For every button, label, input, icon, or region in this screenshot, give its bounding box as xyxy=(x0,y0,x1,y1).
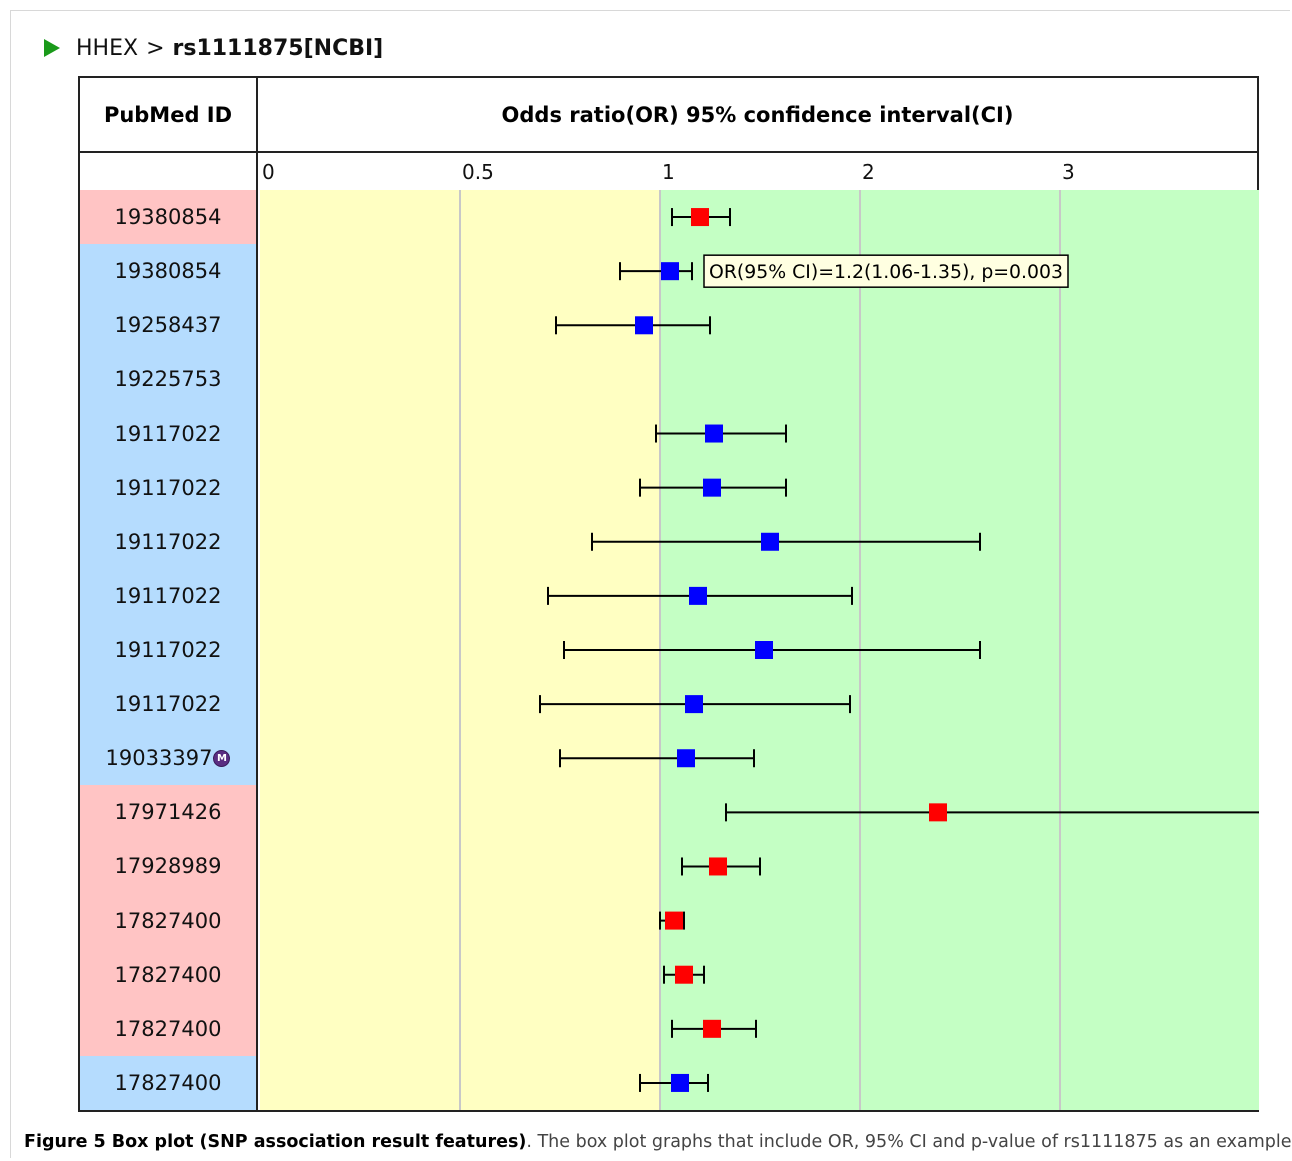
pubmed-id-cell[interactable]: 19225753 xyxy=(80,352,256,407)
or-marker xyxy=(671,1073,689,1092)
x-tick-label: 0.5 xyxy=(462,160,494,184)
pubmed-id-cell[interactable]: 19258437 xyxy=(80,298,256,353)
pubmed-id-link[interactable]: 17971426 xyxy=(114,800,222,825)
pubmed-id-link[interactable]: 19117022 xyxy=(114,583,222,608)
caption-text: . The box plot graphs that include OR, 9… xyxy=(526,1132,1292,1152)
pubmed-id-cell[interactable]: 17971426 xyxy=(80,785,256,840)
or-marker xyxy=(929,803,947,822)
pubmed-id-cell[interactable]: 17928989 xyxy=(80,839,256,894)
pubmed-id-cell[interactable]: 19117022 xyxy=(80,406,256,461)
pubmed-id-cell[interactable]: 19117022 xyxy=(80,460,256,515)
pubmed-id-link[interactable]: 19225753 xyxy=(114,367,222,392)
pubmed-id-link[interactable]: 17827400 xyxy=(114,962,222,987)
forest-plot: 0 0.5 1 2 3 OR(95% CI)=1.2(1.06-1.35), p=0.00… xyxy=(260,160,1259,1110)
breadcrumb-snp-link[interactable]: rs1111875[NCBI] xyxy=(172,35,384,61)
caption-title: Figure 5 Box plot (SNP association resul… xyxy=(24,1132,527,1152)
pubmed-id-cell[interactable]: 19117022 xyxy=(80,568,256,623)
pubmed-id-cell[interactable]: 17827400 xyxy=(80,1001,256,1056)
or-marker xyxy=(689,586,707,605)
or-marker xyxy=(703,478,721,497)
breadcrumb: HHEX > rs1111875[NCBI] xyxy=(44,32,383,64)
or-marker xyxy=(635,316,653,335)
or-marker xyxy=(665,911,683,930)
x-tick-label: 1 xyxy=(662,160,675,184)
x-tick-label: 3 xyxy=(1062,160,1075,184)
pubmed-id-cell[interactable]: 19380854 xyxy=(80,190,256,245)
expand-triangle-icon[interactable] xyxy=(44,39,60,57)
pubmed-id-column: 19380854 19380854 19258437 19225753 19117022… xyxy=(80,153,258,1110)
breadcrumb-separator: > xyxy=(146,35,165,61)
pubmed-id-link[interactable]: 17827400 xyxy=(114,1016,222,1041)
pubmed-id-link[interactable]: 19117022 xyxy=(114,637,222,662)
pubmed-id-link[interactable]: 19117022 xyxy=(114,692,222,717)
x-tick-label: 0 xyxy=(262,160,275,184)
x-tick-label: 2 xyxy=(862,160,875,184)
pubmed-id-cell[interactable]: 19033397 M xyxy=(80,731,256,786)
pubmed-id-cell[interactable]: 19117022 xyxy=(80,677,256,732)
pubmed-id-link[interactable]: 19380854 xyxy=(114,259,222,284)
pubmed-id-header: PubMed ID xyxy=(80,78,258,153)
pubmed-id-cell[interactable]: 17827400 xyxy=(80,947,256,1002)
pubmed-id-link[interactable]: 19117022 xyxy=(114,529,222,554)
pubmed-id-link[interactable]: 17827400 xyxy=(114,908,222,933)
pubmed-id-cell[interactable]: 19380854 xyxy=(80,244,256,299)
pubmed-id-cell[interactable]: 17827400 xyxy=(80,893,256,948)
pubmed-id-link[interactable]: 19380854 xyxy=(114,205,222,230)
pubmed-id-link[interactable]: 19117022 xyxy=(114,421,222,446)
or-marker xyxy=(661,262,679,281)
tooltip-text: OR(95% CI)=1.2(1.06-1.35), p=0.003 xyxy=(709,262,1063,283)
figure-caption: Figure 5 Box plot (SNP association resul… xyxy=(24,1132,1292,1152)
pubmed-id-cell[interactable]: 17827400 xyxy=(80,1055,256,1110)
pubmed-id-cell[interactable]: 19117022 xyxy=(80,514,256,569)
pubmed-id-link[interactable]: 17928989 xyxy=(114,854,222,879)
or-marker xyxy=(755,641,773,659)
or-marker xyxy=(691,208,709,227)
or-marker xyxy=(703,1019,721,1038)
tooltip-box xyxy=(703,254,1069,288)
results-table: PubMed ID Odds ratio(OR) 95% confidence … xyxy=(78,76,1259,1112)
or-marker xyxy=(685,695,703,714)
breadcrumb-gene[interactable]: HHEX xyxy=(76,35,139,61)
pubmed-id-link[interactable]: 19258437 xyxy=(114,313,222,338)
or-tooltip: OR(95% CI)=1.2(1.06-1.35), p=0.003 xyxy=(703,254,1069,288)
figure-frame xyxy=(10,10,1290,1158)
pubmed-id-link[interactable]: 19117022 xyxy=(114,475,222,500)
pubmed-id-link[interactable]: 19033397 xyxy=(105,746,213,771)
pubmed-id-link[interactable]: 17827400 xyxy=(114,1070,222,1095)
pubmed-id-cell[interactable]: 19117022 xyxy=(80,622,256,678)
or-marker xyxy=(705,424,723,443)
or-marker xyxy=(709,857,727,876)
or-marker xyxy=(675,965,693,984)
meta-analysis-badge-icon[interactable]: M xyxy=(213,749,231,767)
or-marker xyxy=(761,532,779,551)
or-ci-header: Odds ratio(OR) 95% confidence interval(C… xyxy=(258,78,1257,153)
or-marker xyxy=(677,749,695,768)
